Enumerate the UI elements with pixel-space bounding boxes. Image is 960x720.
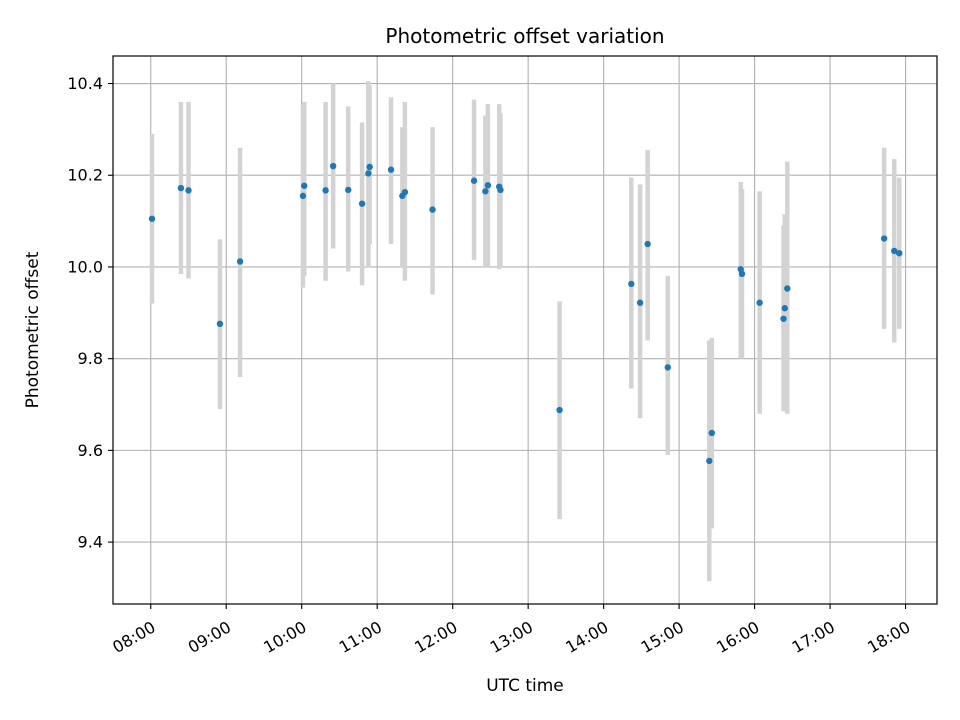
data-point bbox=[708, 429, 716, 437]
data-point bbox=[556, 406, 563, 414]
y-axis-ticks: 9.4 9.6 9.8 10.0 10.2 10.4 bbox=[67, 74, 113, 552]
data-point bbox=[781, 305, 788, 312]
data-point bbox=[644, 240, 651, 248]
data-point bbox=[401, 188, 409, 196]
data-point bbox=[896, 249, 903, 257]
data-point bbox=[484, 182, 492, 189]
data-point bbox=[706, 457, 713, 465]
data-point bbox=[636, 299, 644, 306]
y-tick-label: 9.6 bbox=[78, 441, 103, 460]
y-tick-label: 10.4 bbox=[67, 74, 103, 93]
y-axis-title: Photometric offset bbox=[23, 251, 43, 408]
data-point bbox=[738, 270, 746, 278]
data-point bbox=[664, 364, 671, 371]
x-axis-title: UTC time bbox=[486, 676, 564, 696]
data-point bbox=[482, 188, 489, 195]
horizontal-gridlines bbox=[113, 82, 937, 543]
data-point bbox=[365, 170, 372, 177]
data-point bbox=[429, 206, 436, 213]
data-point bbox=[756, 299, 763, 306]
y-tick-label: 10.2 bbox=[67, 166, 103, 185]
data-point bbox=[780, 315, 787, 322]
y-tick-label: 9.8 bbox=[78, 349, 103, 368]
data-point bbox=[366, 163, 373, 171]
data-point bbox=[329, 162, 337, 170]
data-point bbox=[185, 187, 192, 194]
y-tick-label: 9.4 bbox=[78, 533, 103, 552]
data-points bbox=[148, 162, 903, 465]
data-point bbox=[322, 187, 329, 194]
data-point bbox=[470, 177, 478, 184]
y-tick-label: 10.0 bbox=[67, 257, 103, 276]
data-point bbox=[177, 184, 185, 192]
chart-title: Photometric offset variation bbox=[385, 24, 664, 48]
data-point bbox=[891, 247, 898, 255]
data-point bbox=[358, 200, 366, 207]
data-point bbox=[628, 280, 635, 288]
data-point bbox=[497, 186, 504, 194]
data-point bbox=[345, 186, 352, 194]
data-point bbox=[236, 258, 244, 265]
data-point bbox=[148, 215, 156, 222]
data-point bbox=[299, 192, 307, 200]
data-point bbox=[784, 285, 791, 292]
data-point bbox=[216, 320, 224, 328]
plot-frame bbox=[112, 55, 938, 605]
data-point bbox=[387, 166, 395, 173]
data-point bbox=[880, 235, 888, 242]
data-point bbox=[301, 182, 308, 189]
